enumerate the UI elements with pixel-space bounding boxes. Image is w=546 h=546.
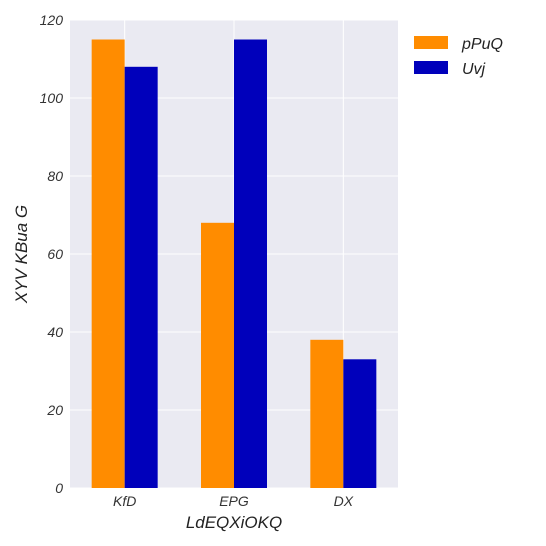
y-tick-label: 100 xyxy=(40,90,64,106)
x-tick-label: DX xyxy=(334,493,354,509)
bar xyxy=(310,339,344,488)
y-tick-labels: 0 20 40 60 80 100 120 xyxy=(40,12,64,496)
bar xyxy=(343,359,377,488)
y-tick-label: 120 xyxy=(40,12,64,28)
legend-label: Uvj xyxy=(462,61,486,78)
bar xyxy=(234,39,267,488)
bar xyxy=(124,66,158,489)
bar xyxy=(91,39,125,488)
legend: pPuQ Uvj xyxy=(414,36,503,78)
y-tick-label: 40 xyxy=(47,324,63,340)
y-tick-label: 0 xyxy=(55,480,63,496)
y-tick-label: 60 xyxy=(47,246,63,262)
x-tick-label: EPG xyxy=(219,493,249,509)
legend-swatch xyxy=(414,36,448,49)
y-tick-label: 20 xyxy=(46,402,63,418)
y-tick-label: 80 xyxy=(47,168,63,184)
x-tick-label: KfD xyxy=(113,493,136,509)
x-axis-label: LdEQXiOKQ xyxy=(186,513,282,532)
legend-swatch xyxy=(414,61,448,74)
y-axis-label: XYV KBua G xyxy=(12,205,31,304)
legend-label: pPuQ xyxy=(461,36,503,53)
bars xyxy=(91,39,377,489)
bar xyxy=(201,222,234,489)
x-tick-labels: KfD EPG DX xyxy=(113,493,354,509)
